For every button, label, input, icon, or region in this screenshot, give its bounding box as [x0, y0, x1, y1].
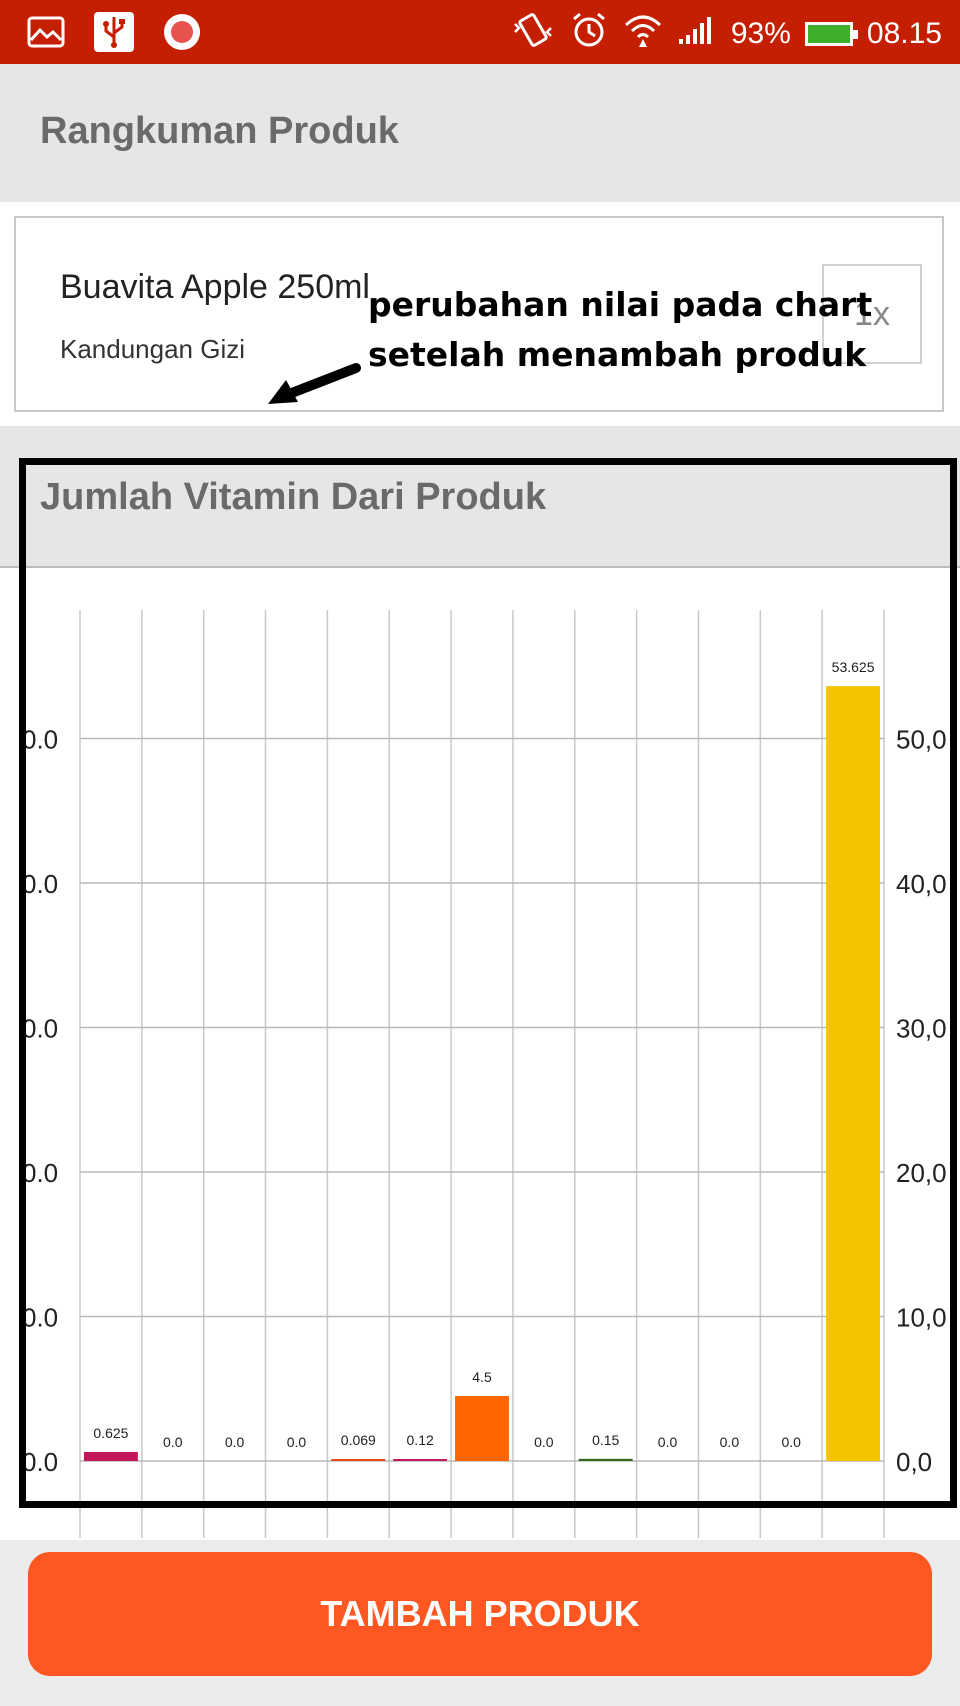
bar-value-label: 0.12: [407, 1432, 434, 1448]
y-tick-right: 50,0: [896, 725, 947, 755]
status-bar: 93% 08.15: [0, 0, 960, 64]
y-tick-left: 0.0: [22, 1158, 58, 1188]
bar-value-label: 53.625: [832, 659, 875, 675]
usb-icon: [94, 12, 134, 52]
summary-header: Rangkuman Produk: [0, 64, 960, 202]
chart-area: 0.0 0,0 0.0 10,0 0.0 20,0 0.0 30,0 0.0 40,0 0.0 50,…: [0, 568, 960, 1540]
vibrate-icon: [511, 10, 555, 58]
y-tick-left: 0.0: [22, 869, 58, 899]
bar: [826, 686, 880, 1461]
bar: [393, 1459, 448, 1461]
y-tick-left: 0.0: [22, 1447, 58, 1477]
chart-title: Jumlah Vitamin Dari Produk: [40, 476, 547, 518]
add-product-button[interactable]: TAMBAH PRODUK: [28, 1552, 932, 1676]
bar-value-label: 0.0: [658, 1434, 678, 1450]
bar-value-label: 0.0: [287, 1434, 307, 1450]
bar-value-label: 0.0: [720, 1434, 740, 1450]
alarm-icon: [569, 10, 609, 58]
product-subtitle: Kandungan Gizi: [60, 334, 246, 364]
battery-icon: [804, 22, 858, 46]
bar-value-label: 0.069: [341, 1432, 376, 1448]
bar-value-label: 0.625: [93, 1425, 128, 1441]
y-tick-left: 0.0: [22, 1014, 58, 1044]
bar-chart: 0.0 0,0 0.0 10,0 0.0 20,0 0.0 30,0 0.0 40,0 0.0 50,…: [22, 610, 947, 1538]
summary-title: Rangkuman Produk: [40, 110, 399, 152]
record-icon: [162, 12, 202, 52]
product-card[interactable]: Buavita Apple 250ml Kandungan Gizi 1x: [14, 216, 944, 412]
bar-value-label: 0.0: [225, 1434, 245, 1450]
quantity-box[interactable]: 1x: [822, 264, 922, 364]
battery-percent: 93%: [730, 17, 791, 50]
bar: [578, 1458, 633, 1461]
y-tick-right: 30,0: [896, 1014, 947, 1044]
annotation-arrow-icon: [268, 363, 361, 404]
annotation-line-2: setelah menambah produk: [368, 335, 867, 374]
annotation-text: perubahan nilai pada chart setelah menam…: [368, 280, 872, 380]
bar-value-label: 0.15: [592, 1432, 619, 1448]
y-tick-right: 20,0: [896, 1158, 947, 1188]
bar: [455, 1395, 509, 1461]
y-tick-right: 10,0: [896, 1303, 947, 1333]
chart-header: Jumlah Vitamin Dari Produk: [0, 426, 960, 568]
y-tick-left: 0.0: [22, 725, 58, 755]
y-tick-right: 0,0: [896, 1447, 932, 1477]
bar-value-label: 0.0: [163, 1434, 183, 1450]
y-tick-left: 0.0: [22, 1303, 58, 1333]
wifi-icon: [623, 11, 663, 57]
signal-icon: [677, 15, 717, 53]
y-tick-right: 40,0: [896, 869, 947, 899]
product-name: Buavita Apple 250ml: [60, 268, 370, 306]
annotation-line-1: perubahan nilai pada chart: [368, 285, 873, 324]
bar: [331, 1459, 386, 1461]
bar-value-label: 0.0: [781, 1434, 801, 1450]
clock: 08.15: [866, 17, 942, 50]
bar-value-label: 4.5: [472, 1369, 492, 1385]
image-notification-icon: [26, 12, 66, 52]
bar-value-label: 0.0: [534, 1434, 554, 1450]
bar: [84, 1451, 138, 1461]
